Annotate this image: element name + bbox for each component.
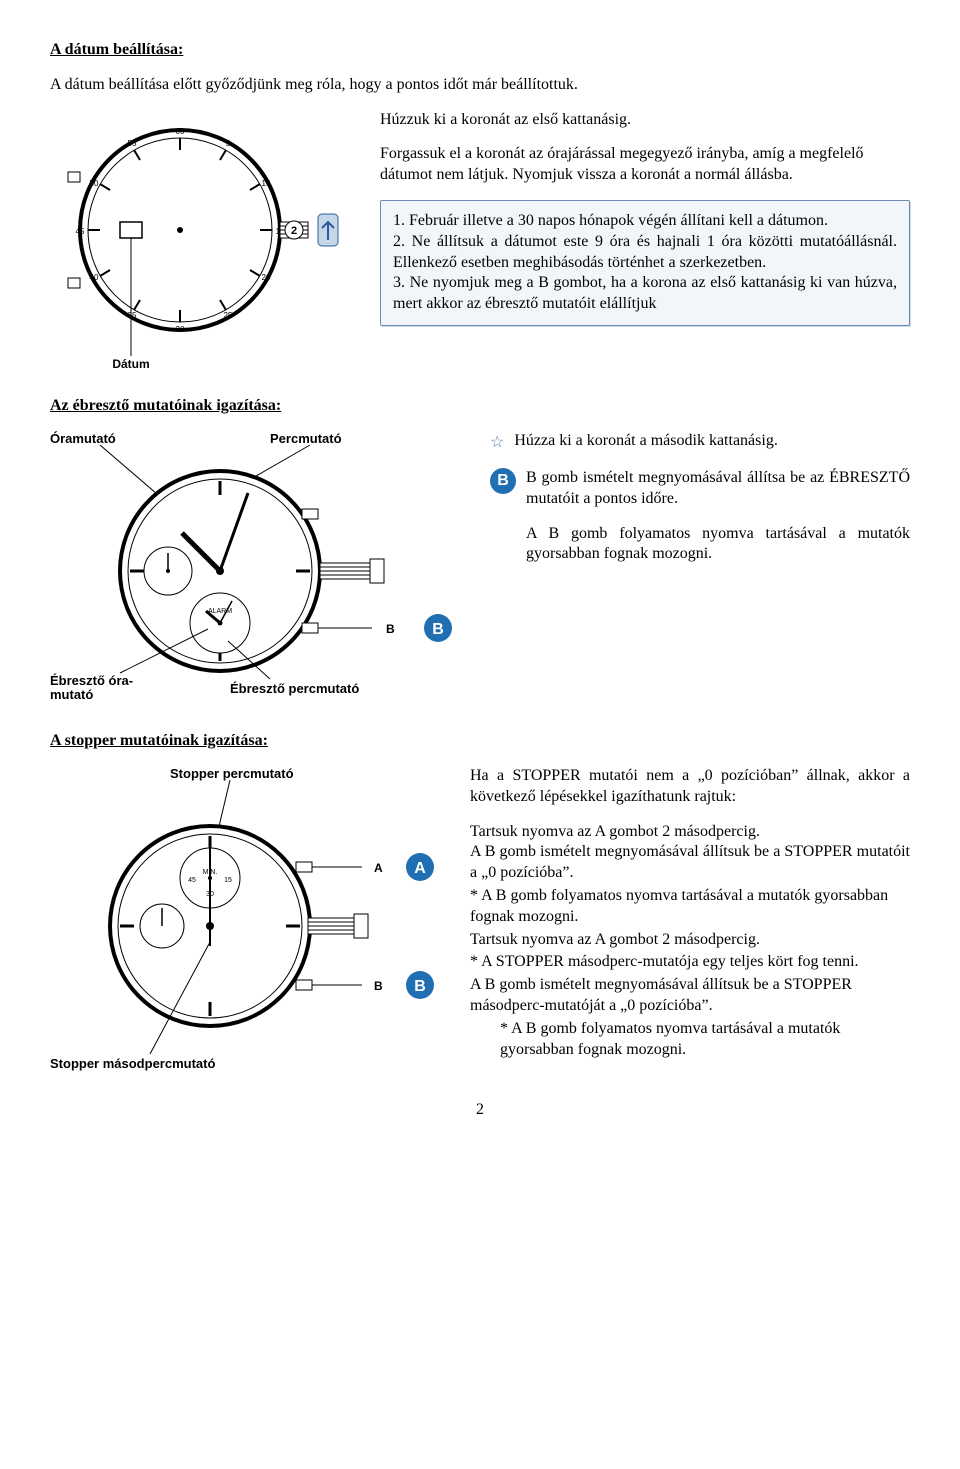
svg-text:B: B	[374, 979, 383, 993]
section2-row: Óramutató Percmutató Ébresztő óra- mutat…	[50, 431, 910, 711]
label-stopper-perc: Stopper percmutató	[170, 766, 294, 783]
s3-p4: * A B gomb folyamatos nyomva tartásával …	[470, 886, 910, 928]
svg-text:A: A	[374, 861, 383, 875]
watch-date-svg: 60 5 10 15 20 25 30 35 40 45 50 55	[50, 110, 360, 370]
figure-date-watch: 60 5 10 15 20 25 30 35 40 45 50 55	[50, 110, 360, 377]
note3: 3. Ne nyomjuk meg a B gombot, ha a koron…	[393, 273, 897, 315]
s3-p6: * A STOPPER másodperc-mutatója egy telje…	[470, 952, 910, 973]
label-ebreszto-perc: Ébresztő percmutató	[230, 681, 359, 698]
section2-heading: Az ébresztő mutatóinak igazítása:	[50, 396, 910, 417]
svg-text:B: B	[414, 978, 426, 995]
svg-text:A: A	[414, 860, 426, 877]
note1: 1. Február illetve a 30 napos hónapok vé…	[393, 211, 897, 232]
svg-text:45: 45	[76, 227, 85, 236]
s1-p1: Húzzuk ki a koronát az első kattanásig.	[380, 110, 910, 131]
figure-alarm-watch: Óramutató Percmutató Ébresztő óra- mutat…	[50, 431, 470, 711]
svg-text:55: 55	[128, 139, 137, 148]
label-oramutato: Óramutató	[50, 431, 116, 448]
svg-text:35: 35	[128, 311, 137, 320]
label-percmutato: Percmutató	[270, 431, 342, 448]
section2-textcol: ☆ Húzza ki a koronát a második kattanási…	[490, 431, 910, 579]
svg-text:40: 40	[90, 273, 99, 282]
crown-pos-badge: 2	[291, 225, 297, 237]
label-datum: Dátum	[112, 357, 149, 370]
s1-p2: Forgassuk el a koronát az órajárással me…	[380, 144, 910, 186]
star-line: ☆ Húzza ki a koronát a második kattanási…	[490, 431, 910, 454]
s3-p3: A B gomb ismételt megnyomásával állítsuk…	[470, 842, 910, 884]
s3-p7: A B gomb ismételt megnyomásával állítsuk…	[470, 975, 910, 1017]
svg-text:30: 30	[176, 325, 185, 334]
note2: 2. Ne állítsuk a dátumot este 9 óra és h…	[393, 232, 897, 274]
page-number: 2	[50, 1100, 910, 1121]
badge-b-icon: B	[490, 468, 516, 494]
s3-p8: * A B gomb folyamatos nyomva tartásával …	[470, 1019, 910, 1061]
s3-p1: Ha a STOPPER mutatói nem a „0 pozícióban…	[470, 766, 910, 808]
svg-text:20: 20	[262, 273, 271, 282]
badge-b-line: B B gomb ismételt megnyomásával állítsa …	[490, 468, 910, 579]
s2-b-p2: A B gomb folyamatos nyomva tartásával a …	[526, 524, 910, 566]
svg-text:15: 15	[224, 877, 232, 884]
section1-heading: A dátum beállítása:	[50, 40, 910, 61]
section3-heading: A stopper mutatóinak igazítása:	[50, 731, 910, 752]
svg-text:25: 25	[224, 311, 233, 320]
s3-p2: Tartsuk nyomva az A gombot 2 másodpercig…	[470, 822, 910, 843]
svg-text:5: 5	[226, 139, 231, 148]
watch-alarm-svg: ALARM B B	[50, 431, 470, 711]
svg-text:B: B	[432, 621, 444, 638]
s3-p5: Tartsuk nyomva az A gombot 2 másodpercig…	[470, 930, 910, 951]
label-ebreszto-ora2: mutató	[50, 687, 93, 704]
svg-text:50: 50	[90, 179, 99, 188]
section3-textcol: Ha a STOPPER mutatói nem a „0 pozícióban…	[470, 766, 910, 1062]
svg-text:10: 10	[262, 179, 271, 188]
watch-stop-svg: MIN. 30 45 15 A B A B	[50, 766, 450, 1076]
s2-star-text: Húzza ki a koronát a második kattanásig.	[514, 431, 910, 454]
label-stopper-masodperc: Stopper másodpercmutató	[50, 1056, 215, 1073]
section1-textcol: Húzzuk ki a koronát az első kattanásig. …	[380, 110, 910, 326]
note-box: 1. Február illetve a 30 napos hónapok vé…	[380, 200, 910, 326]
figure-stop-watch: Stopper percmutató Stopper másodpercmuta…	[50, 766, 450, 1076]
section3-row: Stopper percmutató Stopper másodpercmuta…	[50, 766, 910, 1076]
section1-intro: A dátum beállítása előtt győződjünk meg …	[50, 75, 910, 96]
label-b: B	[386, 622, 395, 636]
s2-b-p1: B gomb ismételt megnyomásával állítsa be…	[526, 468, 910, 510]
star-icon: ☆	[490, 431, 504, 454]
svg-text:45: 45	[188, 877, 196, 884]
section1-row: 60 5 10 15 20 25 30 35 40 45 50 55	[50, 110, 910, 377]
svg-text:60: 60	[176, 127, 185, 136]
